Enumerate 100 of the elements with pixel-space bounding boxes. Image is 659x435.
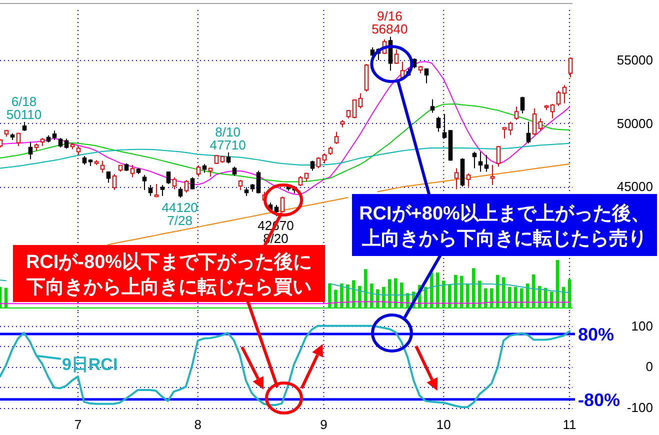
y-tick-label: 55000 <box>616 52 653 68</box>
candlestick <box>544 104 549 111</box>
candlestick <box>184 179 189 194</box>
annotation: 9/16 56840 <box>372 8 408 37</box>
candlestick <box>172 176 177 190</box>
candlestick <box>82 156 87 166</box>
candlestick <box>400 61 405 78</box>
y-tick-label: 45000 <box>616 179 653 194</box>
annotation: RCIが+80%以上まで上がった後、上向きから下向きに転じたら売り <box>359 202 650 250</box>
candlestick <box>508 121 513 136</box>
candlestick <box>244 186 249 197</box>
candlestick <box>484 154 489 172</box>
x-tick-label: 8 <box>194 417 202 432</box>
candlestick <box>4 130 9 138</box>
candlestick <box>340 120 345 128</box>
candlestick <box>352 98 357 119</box>
candlestick <box>430 98 435 114</box>
candlestick <box>364 64 369 92</box>
candlestick <box>358 92 363 109</box>
candlestick <box>28 141 33 160</box>
candlestick <box>256 170 261 194</box>
candlestick <box>190 176 195 190</box>
candlestick <box>166 171 171 185</box>
candlestick <box>568 56 573 78</box>
candlestick <box>532 108 537 136</box>
candlestick <box>502 126 507 139</box>
candlestick <box>118 164 123 172</box>
candlestick <box>490 164 495 186</box>
candlestick <box>22 121 27 132</box>
candlestick <box>472 151 477 169</box>
line-series <box>0 61 570 196</box>
candlestick <box>250 184 255 192</box>
candlestick <box>334 131 339 144</box>
candlestick <box>526 121 531 144</box>
candlestick <box>178 186 183 198</box>
candlestick <box>154 184 159 198</box>
x-tick-label: 7 <box>74 417 82 432</box>
candlestick <box>514 106 519 121</box>
candlestick <box>238 179 243 190</box>
candlestick <box>550 103 555 119</box>
candlestick <box>520 96 525 114</box>
candlestick <box>454 168 459 190</box>
candlestick <box>436 116 441 132</box>
candlestick <box>76 146 81 156</box>
candlestick <box>538 118 543 132</box>
candlestick <box>214 154 219 164</box>
candlestick <box>16 132 21 147</box>
candlestick <box>232 166 237 177</box>
annotation: RCIが-80%以下まで下がった後に下向きから上向きに転じたら買い <box>26 251 312 298</box>
candlestick <box>100 160 105 174</box>
candlestick <box>10 132 15 141</box>
candlestick <box>46 134 51 143</box>
x-tick-label: 10 <box>436 417 451 432</box>
candlestick <box>130 164 135 178</box>
candlestick <box>466 172 471 188</box>
candlestick <box>124 162 129 172</box>
candlestick <box>106 170 111 184</box>
candlestick <box>274 204 279 217</box>
ref-line-label: 80% <box>578 324 614 345</box>
candlestick <box>322 152 327 164</box>
candlestick <box>226 152 231 164</box>
annotation: 8/10 47710 <box>210 124 246 152</box>
candlestick <box>394 48 399 65</box>
candlestick <box>280 196 285 214</box>
candlestick <box>298 176 303 187</box>
legend-label: 9日RCI <box>62 354 118 374</box>
candlestick <box>478 151 483 172</box>
x-tick-label: 9 <box>320 417 328 432</box>
candlestick <box>424 68 429 84</box>
y-tick-label: 50000 <box>616 116 653 131</box>
candlestick <box>460 158 465 188</box>
candlestick <box>304 172 309 182</box>
candlestick <box>316 156 321 169</box>
candlestick <box>556 90 561 106</box>
candlestick <box>40 138 45 147</box>
candlestick <box>160 184 165 197</box>
candlestick <box>208 168 213 178</box>
candlestick <box>418 65 423 74</box>
line-series <box>0 324 570 408</box>
candlestick <box>196 164 201 178</box>
candlestick <box>346 110 351 119</box>
candlestick <box>220 156 225 164</box>
annotation: 44120 7/28 <box>162 200 198 228</box>
candlestick <box>112 174 117 190</box>
y-tick-label: 0 <box>646 359 653 374</box>
y-tick-label: 100 <box>631 318 653 334</box>
candlestick <box>94 160 99 166</box>
ref-line-label: -80% <box>578 390 620 410</box>
candlestick <box>142 174 147 190</box>
candlestick <box>58 138 63 148</box>
candlestick <box>448 130 453 162</box>
candlestick <box>496 146 501 168</box>
candlestick <box>328 146 333 156</box>
candlestick <box>136 168 141 174</box>
candlestick <box>34 142 39 152</box>
annotation: 6/18 50110 <box>6 94 42 122</box>
x-tick-label: 11 <box>562 417 576 432</box>
candlestick <box>88 158 93 167</box>
candlestick <box>202 163 207 174</box>
candlestick <box>70 142 75 150</box>
